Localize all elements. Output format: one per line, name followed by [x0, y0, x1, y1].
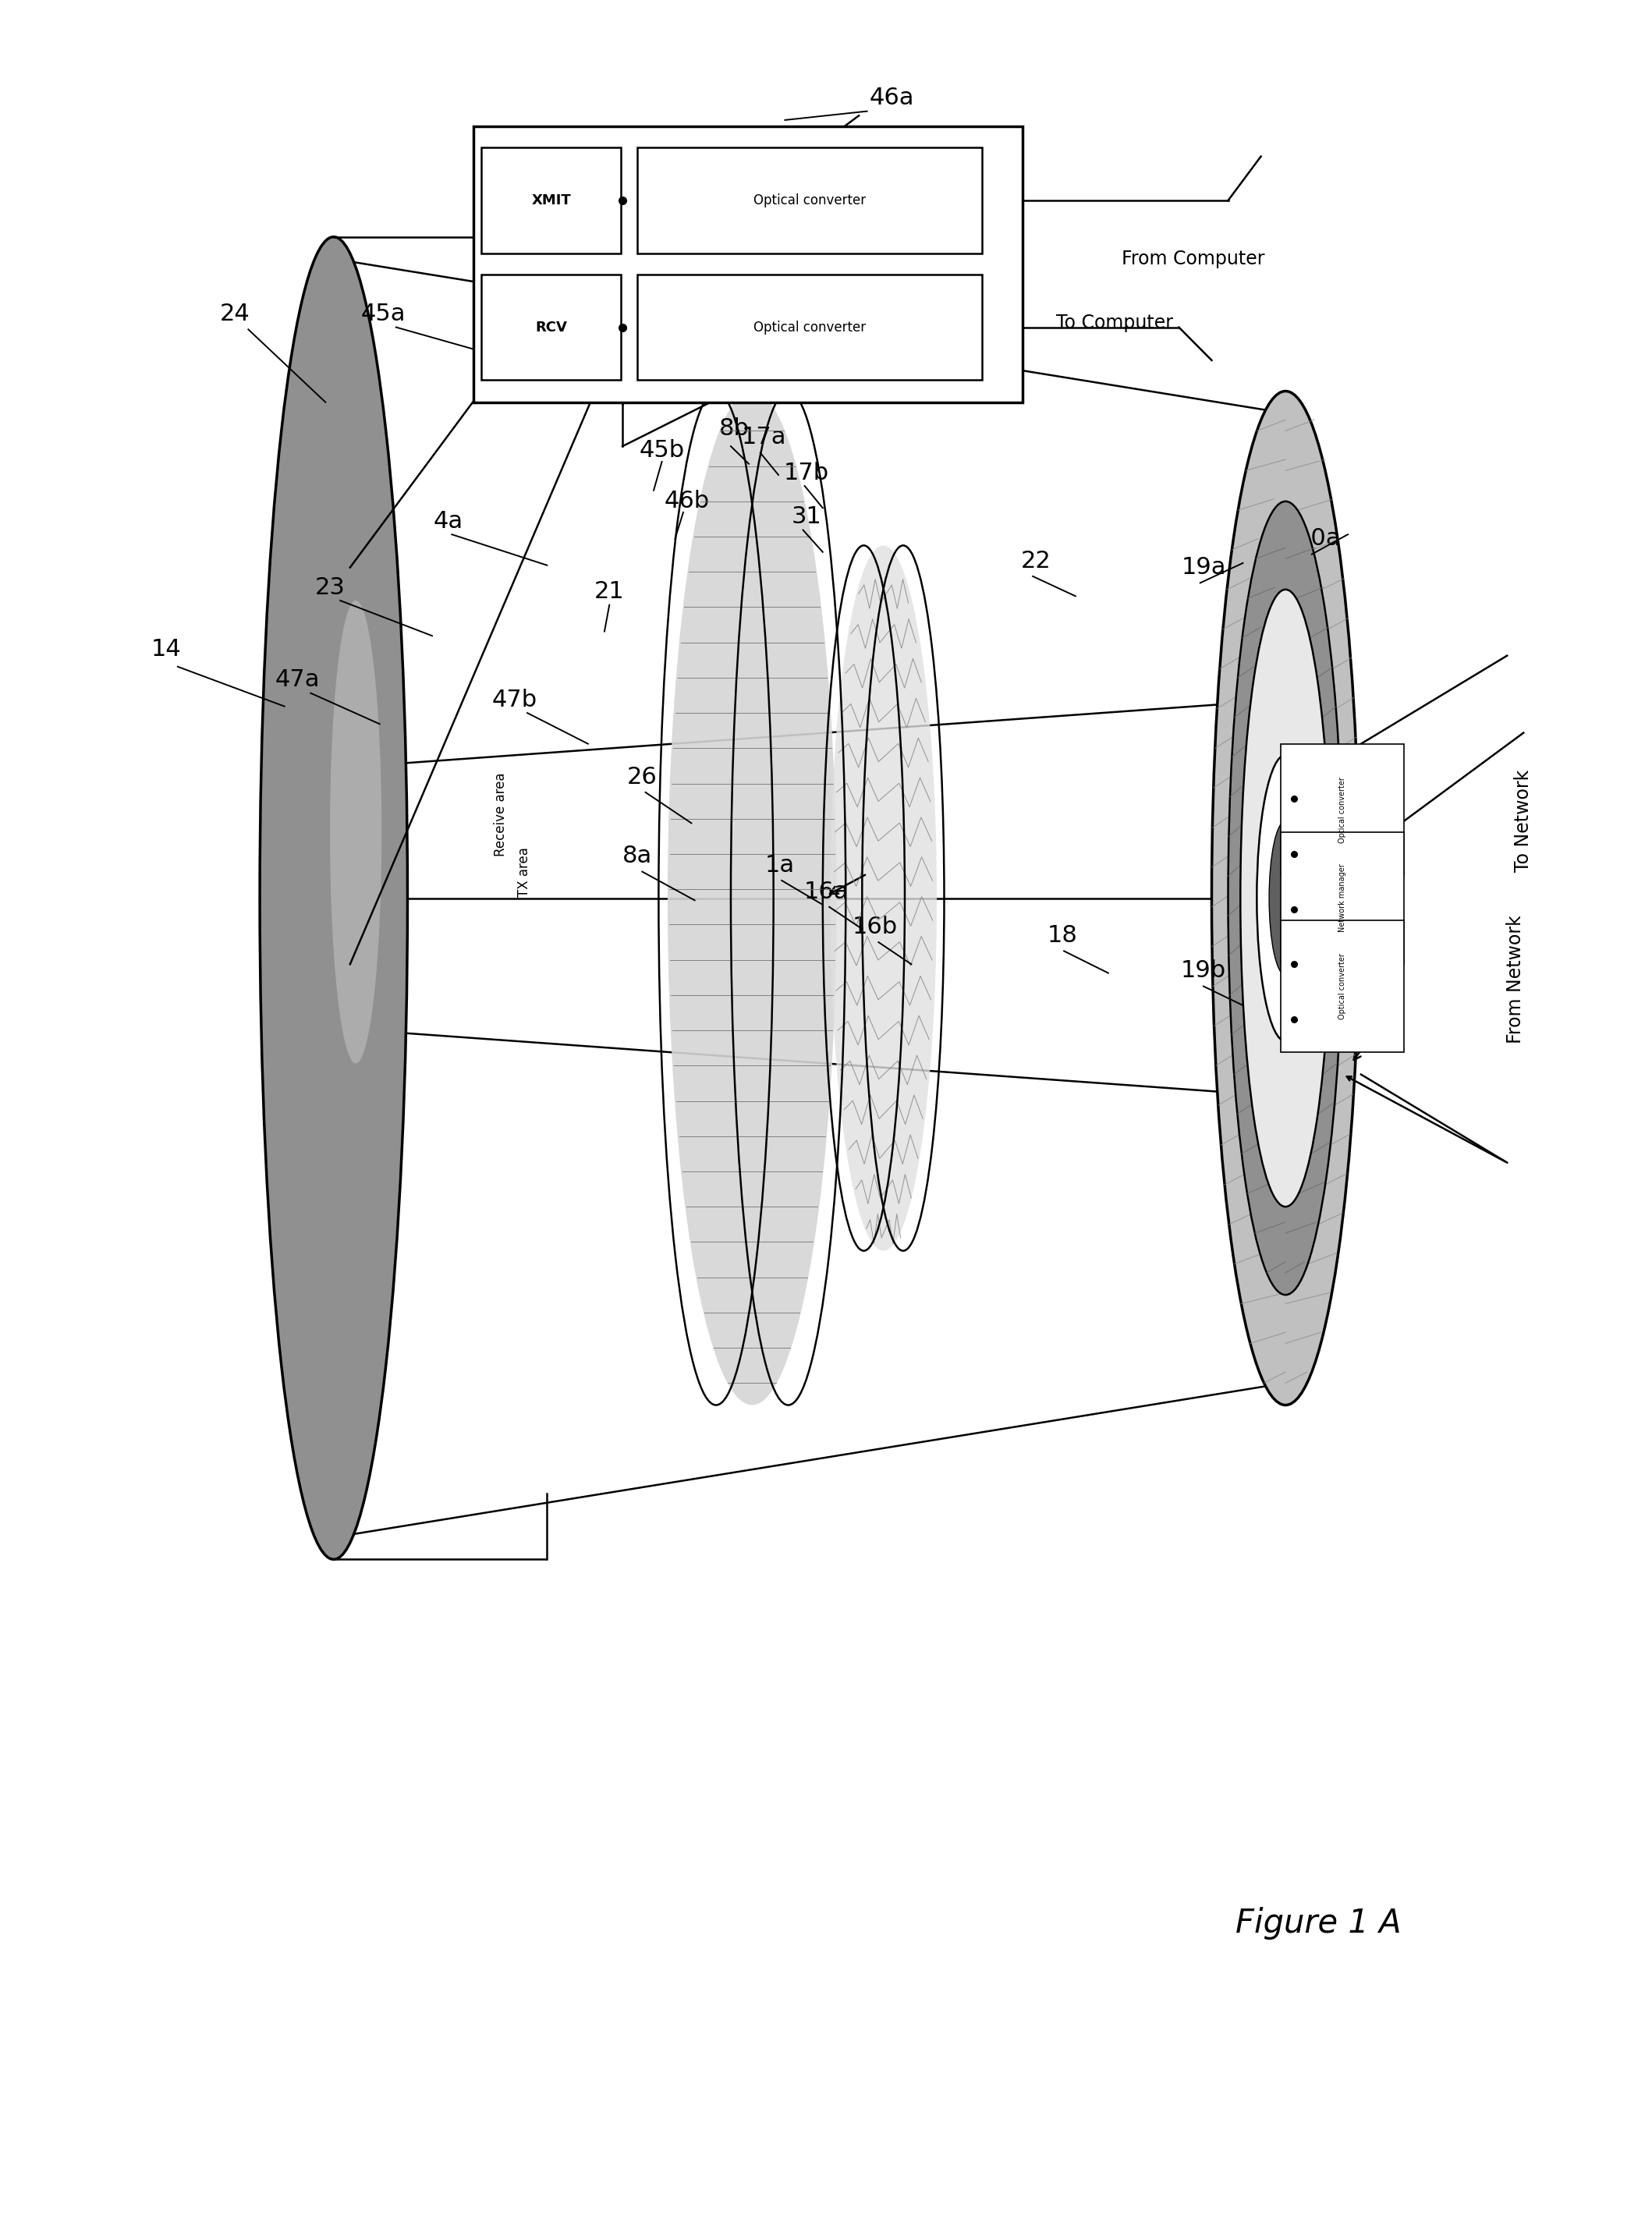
- FancyBboxPatch shape: [638, 148, 981, 253]
- Text: Optical converter: Optical converter: [753, 321, 866, 334]
- Text: 8b: 8b: [719, 416, 750, 441]
- Text: 16b: 16b: [852, 915, 899, 939]
- Text: 46a: 46a: [869, 86, 914, 109]
- Text: To Network: To Network: [1515, 771, 1533, 873]
- FancyBboxPatch shape: [481, 275, 621, 381]
- Text: 15: 15: [649, 315, 681, 337]
- Text: 22: 22: [1021, 549, 1051, 571]
- FancyBboxPatch shape: [1280, 833, 1404, 964]
- FancyBboxPatch shape: [1280, 744, 1404, 877]
- Text: 17b: 17b: [783, 461, 829, 485]
- FancyBboxPatch shape: [638, 275, 981, 381]
- Ellipse shape: [1269, 822, 1302, 975]
- Ellipse shape: [1227, 501, 1343, 1296]
- Text: 24: 24: [220, 303, 251, 326]
- Text: 8a: 8a: [623, 844, 653, 868]
- Text: 4a: 4a: [434, 509, 464, 532]
- Text: 17a: 17a: [742, 425, 786, 450]
- Text: 14: 14: [150, 638, 182, 660]
- Text: From Computer: From Computer: [1122, 250, 1264, 268]
- Text: 45a: 45a: [360, 303, 405, 326]
- Text: Figure 1 A: Figure 1 A: [1236, 1907, 1401, 1940]
- Text: 47b: 47b: [492, 689, 537, 711]
- Ellipse shape: [1241, 589, 1330, 1207]
- FancyBboxPatch shape: [472, 126, 1023, 403]
- Ellipse shape: [1257, 755, 1315, 1041]
- Ellipse shape: [259, 237, 408, 1559]
- Text: Receive area: Receive area: [494, 773, 509, 857]
- Text: From Network: From Network: [1507, 915, 1525, 1043]
- Text: To Computer: To Computer: [1056, 315, 1173, 332]
- Text: 45b: 45b: [639, 439, 684, 463]
- Text: 18: 18: [1047, 924, 1077, 946]
- Text: XMIT: XMIT: [532, 193, 572, 208]
- Text: 31: 31: [791, 505, 821, 527]
- Text: Network manager: Network manager: [1338, 864, 1346, 933]
- FancyBboxPatch shape: [481, 148, 621, 253]
- Text: 19a: 19a: [1181, 556, 1226, 578]
- Text: 16a: 16a: [803, 879, 849, 904]
- Text: Optical converter: Optical converter: [753, 193, 866, 208]
- Text: 10a: 10a: [1295, 527, 1341, 549]
- Text: Optical converter: Optical converter: [1338, 952, 1346, 1019]
- Text: 19b: 19b: [1181, 959, 1226, 981]
- Text: 46b: 46b: [664, 490, 709, 512]
- Ellipse shape: [330, 600, 382, 1063]
- Text: 1a: 1a: [765, 853, 795, 877]
- Ellipse shape: [829, 545, 937, 1251]
- Text: Optical converter: Optical converter: [1338, 777, 1346, 844]
- Text: TX area: TX area: [517, 846, 530, 897]
- Ellipse shape: [667, 392, 836, 1404]
- Text: 23: 23: [316, 576, 345, 598]
- Text: 47a: 47a: [276, 669, 320, 691]
- Text: 10b: 10b: [1295, 986, 1341, 1008]
- Text: RCV: RCV: [535, 321, 567, 334]
- Text: 21: 21: [595, 580, 624, 602]
- Ellipse shape: [1211, 392, 1360, 1404]
- Text: 42: 42: [1254, 731, 1284, 753]
- FancyBboxPatch shape: [1280, 919, 1404, 1052]
- Text: 26: 26: [628, 766, 657, 789]
